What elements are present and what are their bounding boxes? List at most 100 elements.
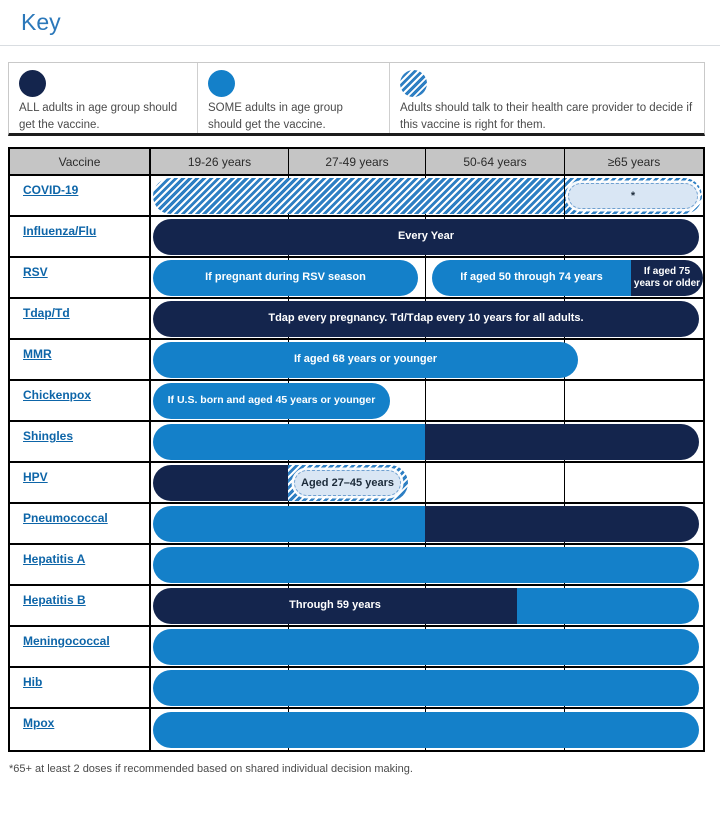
age-bars-area: If U.S. born and aged 45 years or younge…: [151, 381, 703, 420]
bar-part-blue: [153, 505, 425, 542]
bar-segment-navy: [153, 464, 288, 501]
vaccine-link-tdap-td[interactable]: Tdap/Td: [23, 306, 70, 320]
age-bars-area: *: [151, 176, 703, 215]
vaccine-link-mmr[interactable]: MMR: [23, 347, 52, 361]
table-row-shingles: Shingles: [10, 422, 703, 463]
bar-part-blue: [517, 587, 699, 624]
header-label: 50-64 years: [463, 154, 527, 169]
bar-segment-hatch: *: [153, 177, 702, 214]
column-divider-line: [564, 176, 565, 215]
vaccine-name-cell: Chickenpox: [10, 381, 151, 420]
bar-segment-blue: If aged 68 years or younger: [153, 341, 578, 378]
bar-label: Through 59 years: [289, 598, 381, 611]
column-divider-line: [425, 381, 426, 420]
table-row-hepatitis-a: Hepatitis A: [10, 545, 703, 586]
vaccine-link-mpox[interactable]: Mpox: [23, 716, 55, 730]
bar-part-blue: If aged 50 through 74 years: [432, 259, 631, 296]
table-row-hib: Hib: [10, 668, 703, 709]
table-row-pneumococcal: Pneumococcal: [10, 504, 703, 545]
bar-label: If aged 50 through 74 years: [460, 270, 603, 283]
header-cell-age-4: ≥65 years: [565, 149, 703, 174]
vaccine-link-shingles[interactable]: Shingles: [23, 429, 74, 443]
vaccine-link-hepatitis-b[interactable]: Hepatitis B: [23, 593, 86, 607]
bar-label: If aged 68 years or younger: [293, 352, 438, 365]
bar-label: Tdap every pregnancy. Td/Tdap every 10 y…: [268, 311, 584, 324]
column-divider-line: [564, 381, 565, 420]
age-bars-area: [151, 504, 703, 543]
age-bars-area: If aged 68 years or younger: [151, 340, 703, 379]
header-cell-vaccine: Vaccine: [10, 149, 151, 174]
table-row-meningococcal: Meningococcal: [10, 627, 703, 668]
age-bars-area: Tdap every pregnancy. Td/Tdap every 10 y…: [151, 299, 703, 338]
bar-part-navy: If aged 75 years or older: [631, 259, 703, 296]
age-bars-area: [151, 422, 703, 461]
vaccine-link-influenza-flu[interactable]: Influenza/Flu: [23, 224, 97, 238]
vaccine-link-covid-19[interactable]: COVID-19: [23, 183, 79, 197]
key-item-text: SOME adults in age group should get the …: [208, 102, 343, 131]
column-divider-line: [564, 149, 565, 174]
header-cell-age-2: 27-49 years: [289, 149, 425, 174]
vaccine-name-cell: Hib: [10, 668, 151, 707]
header-cell-age-3: 50-64 years: [426, 149, 564, 174]
bar-segment-blue: [153, 711, 699, 748]
header-cell-age-1: 19-26 years: [151, 149, 288, 174]
bar-segment-composite: [153, 505, 699, 542]
table-row-tdap-td: Tdap/Td Tdap every pregnancy. Td/Tdap eve…: [10, 299, 703, 340]
vaccine-link-hib[interactable]: Hib: [23, 675, 43, 689]
age-bars-area: Every Year: [151, 217, 703, 256]
age-bars-area: Through 59 years: [151, 586, 703, 625]
bar-segment-navy: Tdap every pregnancy. Td/Tdap every 10 y…: [153, 300, 699, 337]
title-divider: [0, 45, 720, 46]
table-header-row: Vaccine 19-26 years 27-49 years 50-64 year…: [10, 149, 703, 176]
bar-part-blue: [153, 423, 425, 460]
column-divider-line: [425, 149, 426, 174]
key-item-text: ALL adults in age group should get the v…: [19, 102, 178, 131]
vaccine-link-hpv[interactable]: HPV: [23, 470, 48, 484]
age-bars-area: [151, 709, 703, 750]
header-age-columns: 19-26 years 27-49 years 50-64 years ≥65 yea…: [151, 149, 703, 174]
talk-to-provider-circle-icon: [400, 70, 427, 97]
vaccine-name-cell: Meningococcal: [10, 627, 151, 666]
age-bars-area: [151, 545, 703, 584]
vaccine-name-cell: Tdap/Td: [10, 299, 151, 338]
vaccine-link-hepatitis-a[interactable]: Hepatitis A: [23, 552, 86, 566]
footnote: *65+ at least 2 doses if recommended bas…: [9, 763, 413, 775]
inner-pill-label: *: [630, 189, 636, 202]
all-adults-circle-icon: [19, 70, 46, 97]
age-bars-area: [151, 627, 703, 666]
vaccine-schedule-page: Key ALL adults in age group should get t…: [0, 9, 720, 775]
vaccine-name-cell: Pneumococcal: [10, 504, 151, 543]
bar-label: If aged 75 years or older: [633, 265, 701, 289]
bar-part-navy: [425, 423, 699, 460]
bar-segment-composite: If aged 50 through 74 years If aged 75 ye…: [432, 259, 703, 296]
table-row-hpv: HPV Aged 27–45 years: [10, 463, 703, 504]
vaccine-name-cell: COVID-19: [10, 176, 151, 215]
bar-segment-hatch: Aged 27–45 years: [288, 464, 408, 501]
vaccine-link-chickenpox[interactable]: Chickenpox: [23, 388, 92, 402]
bar-part-navy: Through 59 years: [153, 587, 517, 624]
aged-27-45-pill: Aged 27–45 years: [294, 469, 401, 496]
column-divider-line: [425, 463, 426, 502]
bar-label: Every Year: [397, 229, 455, 242]
legend-key-box: ALL adults in age group should get the v…: [8, 62, 705, 136]
table-row-mmr: MMR If aged 68 years or younger: [10, 340, 703, 381]
vaccine-name-cell: MMR: [10, 340, 151, 379]
age-bars-area: If pregnant during RSV season If aged 50 …: [151, 258, 703, 297]
vaccine-link-meningococcal[interactable]: Meningococcal: [23, 634, 110, 648]
header-label: 27-49 years: [325, 154, 389, 169]
vaccine-name-cell: Mpox: [10, 709, 151, 750]
bar-segment-blue: [153, 628, 699, 665]
bar-segment-blue: If U.S. born and aged 45 years or younge…: [153, 382, 390, 419]
header-label: 19-26 years: [187, 154, 252, 169]
table-row-chickenpox: Chickenpox If U.S. born and aged 45 years…: [10, 381, 703, 422]
table-row-mpox: Mpox: [10, 709, 703, 750]
vaccine-link-rsv[interactable]: RSV: [23, 265, 48, 279]
bar-segment-navy: Every Year: [153, 218, 699, 255]
header-label: ≥65 years: [607, 154, 661, 169]
key-item-talk: Adults should talk to their health care …: [389, 63, 704, 133]
vaccine-link-pneumococcal[interactable]: Pneumococcal: [23, 511, 108, 525]
table-row-influenza-flu: Influenza/Flu Every Year: [10, 217, 703, 258]
vaccine-name-cell: Shingles: [10, 422, 151, 461]
bar-label: If pregnant during RSV season: [205, 270, 366, 283]
key-item-all: ALL adults in age group should get the v…: [9, 63, 197, 133]
